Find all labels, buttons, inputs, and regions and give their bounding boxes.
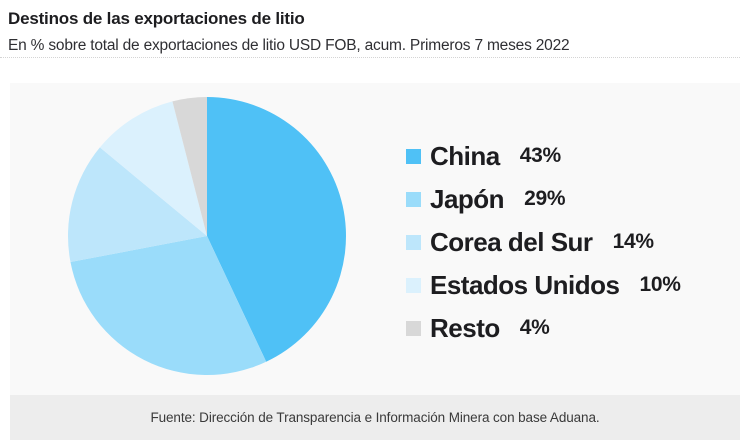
pie-slice-corea-del-sur	[67, 147, 207, 263]
chart-header: Destinos de las exportaciones de litio E…	[0, 0, 740, 55]
pie-slice-estados-unidos	[99, 101, 207, 237]
legend-item-resto: Resto 4%	[406, 312, 681, 344]
pie-chart	[67, 97, 346, 375]
legend-value-japon: 29%	[524, 187, 566, 210]
legend-label-resto: Resto	[430, 312, 500, 343]
legend-label-japon: Japón	[430, 183, 505, 214]
chart-panel: China 43% Japón 29% Corea del Sur 14% Estados …	[10, 83, 740, 395]
legend-value-resto: 4%	[519, 316, 550, 339]
legend-swatch-japon	[406, 191, 421, 207]
legend-label-china: China	[430, 140, 500, 171]
legend-swatch-resto	[406, 320, 421, 336]
source-text: Fuente: Dirección de Transparencia e Inf…	[150, 410, 600, 425]
legend-value-china: 43%	[519, 144, 561, 167]
chart-title: Destinos de las exportaciones de litio	[8, 9, 305, 28]
pie-slice-japon	[70, 236, 267, 375]
legend-swatch-china	[406, 148, 421, 164]
legend-label-estados-unidos: Estados Unidos	[430, 269, 620, 300]
legend-value-corea-del-sur: 14%	[612, 230, 654, 253]
legend-swatch-corea-del-sur	[406, 234, 421, 250]
pie-slice-resto	[172, 97, 207, 236]
legend-item-japon: Japón 29%	[406, 183, 681, 215]
source-footer: Fuente: Dirección de Transparencia e Inf…	[10, 395, 740, 440]
chart-legend: China 43% Japón 29% Corea del Sur 14% Estados …	[406, 140, 681, 355]
chart-subtitle: En % sobre total de exportaciones de lit…	[8, 37, 570, 54]
legend-item-estados-unidos: Estados Unidos 10%	[406, 269, 681, 301]
legend-value-estados-unidos: 10%	[639, 273, 681, 296]
pie-slice-china	[207, 97, 346, 362]
legend-swatch-estados-unidos	[406, 277, 421, 293]
legend-label-corea-del-sur: Corea del Sur	[430, 226, 593, 257]
legend-item-corea-del-sur: Corea del Sur 14%	[406, 226, 681, 258]
legend-item-china: China 43%	[406, 140, 681, 172]
header-divider	[0, 57, 740, 58]
